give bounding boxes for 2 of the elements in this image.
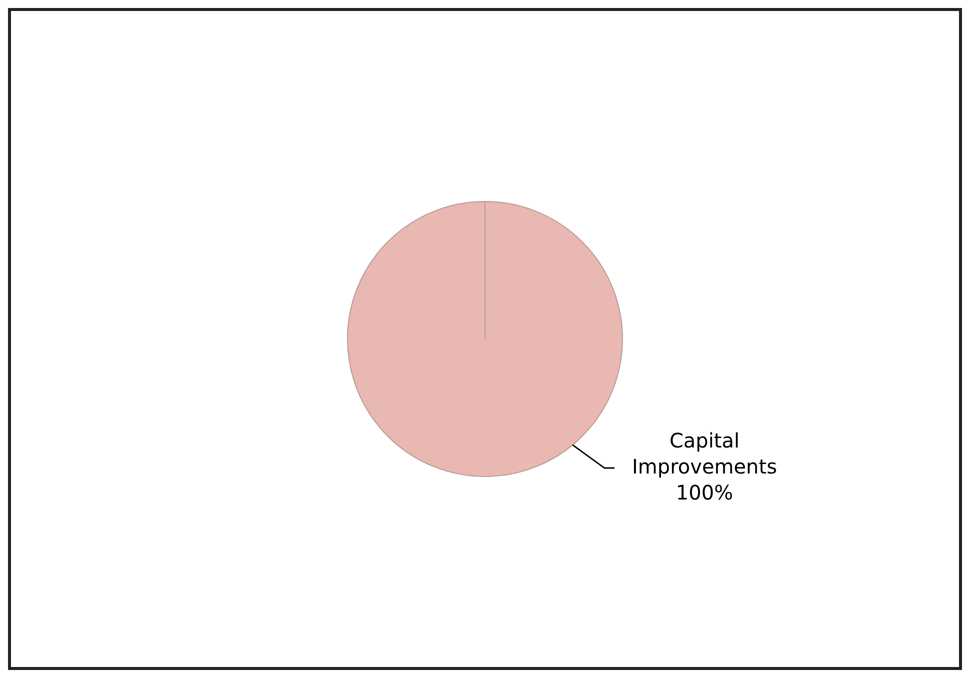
data-label: 100% <box>676 480 734 504</box>
slice-label: Capital Improvements <box>632 428 777 478</box>
